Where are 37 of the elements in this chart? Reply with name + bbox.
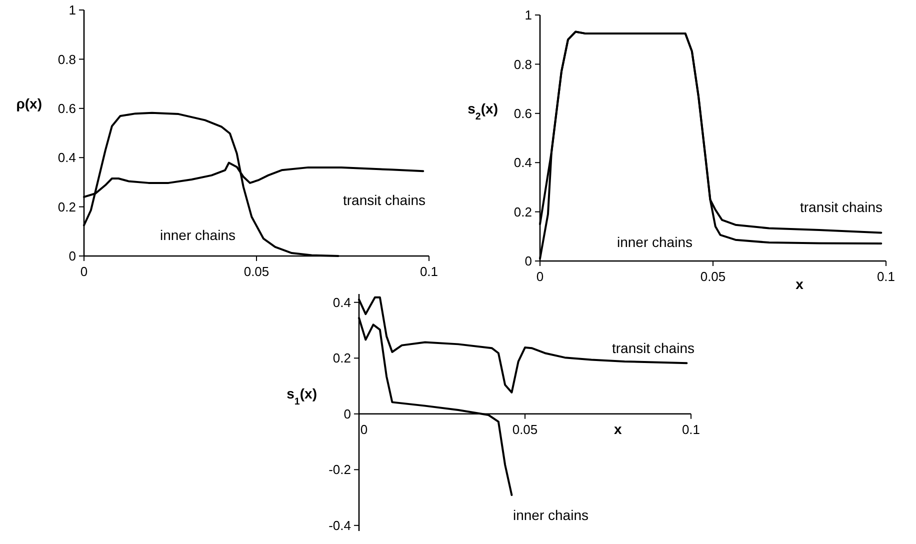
series-label: transit chains	[343, 192, 426, 208]
x-tick-label: 0.1	[420, 264, 438, 279]
series-label: inner chains	[513, 506, 588, 523]
y-tick-label: 0	[68, 248, 76, 264]
y-tick-label: 0	[524, 254, 532, 269]
y-tick-label: 0.6	[58, 100, 76, 116]
y-tick-label: 0.6	[514, 106, 532, 121]
y-axis-title: s$_{1}$(x)	[286, 385, 317, 407]
y-tick-label: -0.4	[328, 518, 351, 533]
x-tick-label: 0	[80, 264, 88, 279]
y-axis-title: ρ(x)	[16, 95, 42, 112]
x-axis-title: x	[614, 420, 622, 437]
x-tick-label: 0.05	[244, 264, 270, 279]
series-label: transit chains	[612, 340, 694, 356]
x-tick-label: 0.1	[876, 269, 896, 284]
y-tick-label: 0.4	[58, 150, 76, 166]
x-tick-label: 0.05	[700, 269, 726, 284]
y-tick-label: 0	[344, 406, 351, 422]
series-label: transit chains	[800, 198, 882, 215]
y-tick-label: 1	[524, 8, 532, 23]
x-tick-label: 0.1	[682, 422, 700, 437]
series-label: inner chains	[617, 234, 692, 250]
x-tick-label: 0	[536, 269, 544, 284]
series-label: inner chains	[160, 226, 236, 243]
y-tick-label: 0.4	[514, 155, 532, 170]
y-tick-label: 0.4	[332, 294, 351, 310]
y-tick-label: 1	[68, 2, 76, 18]
x-axis-title: x	[796, 276, 804, 292]
y-axis-title: s$_{2}$(x)	[468, 100, 498, 122]
y-tick-label: 0.2	[514, 204, 532, 220]
x-tick-label: 0	[360, 422, 368, 437]
y-tick-label: 0.2	[332, 350, 351, 366]
x-tick-label: 0.05	[512, 422, 538, 437]
y-tick-label: 0.2	[58, 199, 76, 214]
y-tick-label: 0.8	[514, 56, 532, 72]
y-tick-label: 0.8	[58, 52, 76, 67]
y-tick-label: -0.2	[328, 462, 351, 478]
